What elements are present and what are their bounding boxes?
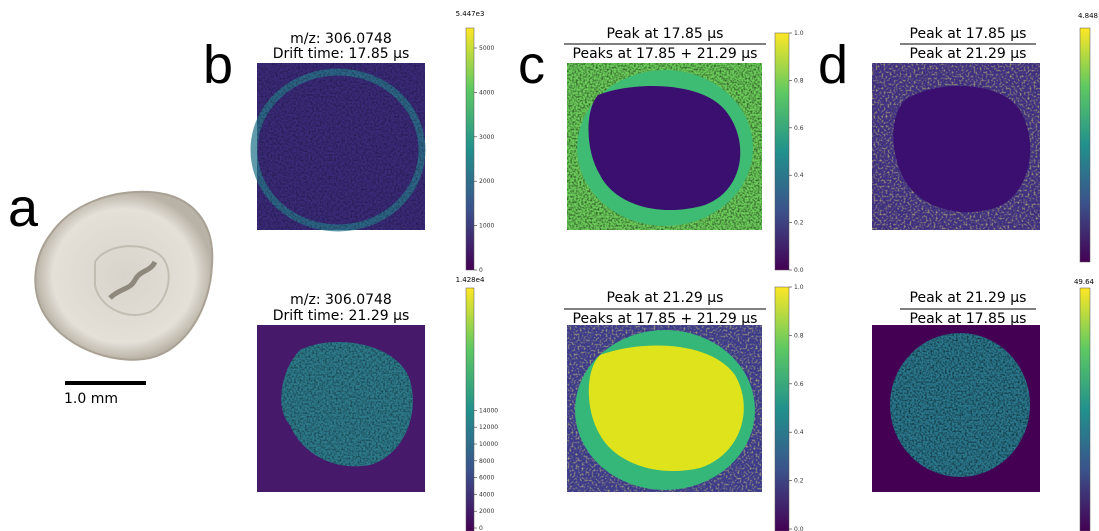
heatmap	[257, 325, 425, 492]
panel-label: d	[818, 35, 848, 95]
colorbar-tick-label: 6000	[479, 475, 494, 482]
ratio-denominator: Peaks at 17.85 + 21.29 µs	[573, 46, 758, 62]
colorbar-tick-label: 5000	[479, 45, 494, 52]
heatmap	[567, 63, 762, 230]
colorbar	[1079, 287, 1091, 531]
colorbar-tick-label: 0.8	[794, 77, 804, 84]
colorbar-tick-label: 0.6	[794, 381, 804, 388]
colorbar-tick-label: 0.4	[794, 429, 804, 436]
colorbar	[774, 286, 790, 531]
colorbar-tick-label: 0.2	[794, 220, 804, 227]
colorbar	[465, 27, 475, 271]
ratio-numerator: Peak at 17.85 µs	[910, 26, 1027, 42]
panel-label: c	[518, 35, 545, 95]
heatmap	[872, 325, 1040, 492]
heatmap	[872, 63, 1040, 230]
panel-label: a	[8, 178, 39, 238]
colorbar-tick-label: 0	[479, 525, 483, 531]
colorbar	[1079, 27, 1091, 263]
ratio-numerator: Peak at 17.85 µs	[607, 26, 724, 42]
colorbar-tick-label: 12000	[479, 424, 498, 431]
colorbar-tick-label: 2000	[479, 178, 494, 185]
colorbar-tick-label: 10000	[479, 441, 498, 448]
image-title: Drift time: 21.29 µs	[273, 308, 410, 324]
colorbar-tick-label: 2000	[479, 508, 494, 515]
colorbar-tick-label: 14000	[479, 407, 498, 414]
colorbar-tick-label: 0.0	[794, 526, 804, 531]
colorbar-tick-label: 8000	[479, 458, 494, 465]
scale-bar-label: 1.0 mm	[64, 391, 118, 407]
ratio-denominator: Peaks at 17.85 + 21.29 µs	[573, 311, 758, 327]
colorbar-max-label: 49.64	[1074, 278, 1095, 286]
colorbar-tick-label: 0	[479, 267, 483, 274]
ratio-numerator: Peak at 21.29 µs	[607, 290, 724, 306]
specimen	[34, 190, 214, 361]
colorbar-tick-label: 0.8	[794, 332, 804, 339]
colorbar-tick-label: 3000	[479, 134, 494, 141]
colorbar-tick-label: 1.0	[794, 30, 804, 37]
specimen-detail	[108, 260, 158, 300]
colorbar-tick-label: 0.2	[794, 478, 804, 485]
colorbar-tick-label: 0.6	[794, 125, 804, 132]
colorbar-tick-label: 1.0	[794, 284, 804, 291]
colorbar	[774, 32, 790, 271]
colorbar-tick-label: 0.0	[794, 267, 804, 274]
colorbar-tick-label: 4000	[479, 491, 494, 498]
colorbar-max-label: 4.848	[1078, 12, 1098, 20]
ratio-numerator: Peak at 21.29 µs	[910, 290, 1027, 306]
colorbar-max-label: 5.447e3	[456, 10, 485, 18]
colorbar-tick-label: 0.4	[794, 172, 804, 179]
colorbar	[465, 287, 475, 531]
heatmap	[250, 63, 426, 232]
image-title: m/z: 306.0748	[290, 31, 392, 47]
colorbar-tick-label: 1000	[479, 223, 494, 230]
image-title: Drift time: 17.85 µs	[273, 46, 410, 62]
panel-label: b	[203, 35, 233, 95]
specimen-detail	[94, 245, 170, 316]
ratio-denominator: Peak at 21.29 µs	[910, 46, 1027, 62]
image-title: m/z: 306.0748	[290, 292, 392, 308]
heatmap	[567, 325, 762, 492]
colorbar-tick-label: 4000	[479, 89, 494, 96]
colorbar-max-label: 1.428e4	[456, 276, 485, 284]
ratio-denominator: Peak at 17.85 µs	[910, 311, 1027, 327]
